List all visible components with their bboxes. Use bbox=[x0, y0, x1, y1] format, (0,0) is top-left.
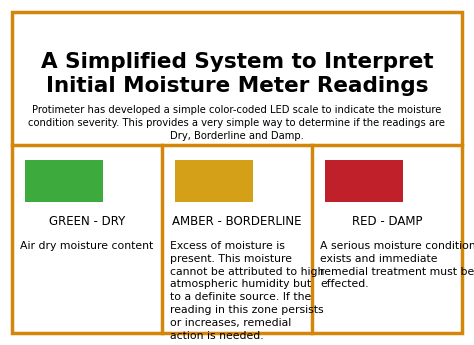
Text: Air dry moisture content: Air dry moisture content bbox=[20, 241, 153, 251]
Text: Excess of moisture is
present. This moisture
cannot be attributed to high
atmosp: Excess of moisture is present. This mois… bbox=[170, 241, 324, 341]
Bar bbox=[25, 160, 103, 201]
Bar bbox=[325, 160, 403, 201]
Text: Protimeter has developed a simple color-coded LED scale to indicate the moisture: Protimeter has developed a simple color-… bbox=[28, 105, 446, 141]
Text: GREEN - DRY: GREEN - DRY bbox=[49, 215, 125, 228]
Text: A serious moisture condition
exists and immediate
remedial treatment must be
eff: A serious moisture condition exists and … bbox=[320, 241, 474, 289]
Text: Initial Moisture Meter Readings: Initial Moisture Meter Readings bbox=[46, 76, 428, 96]
Bar bbox=[175, 160, 253, 201]
Text: RED - DAMP: RED - DAMP bbox=[352, 215, 422, 228]
Text: AMBER - BORDERLINE: AMBER - BORDERLINE bbox=[172, 215, 302, 228]
Text: A Simplified System to Interpret: A Simplified System to Interpret bbox=[41, 52, 433, 72]
